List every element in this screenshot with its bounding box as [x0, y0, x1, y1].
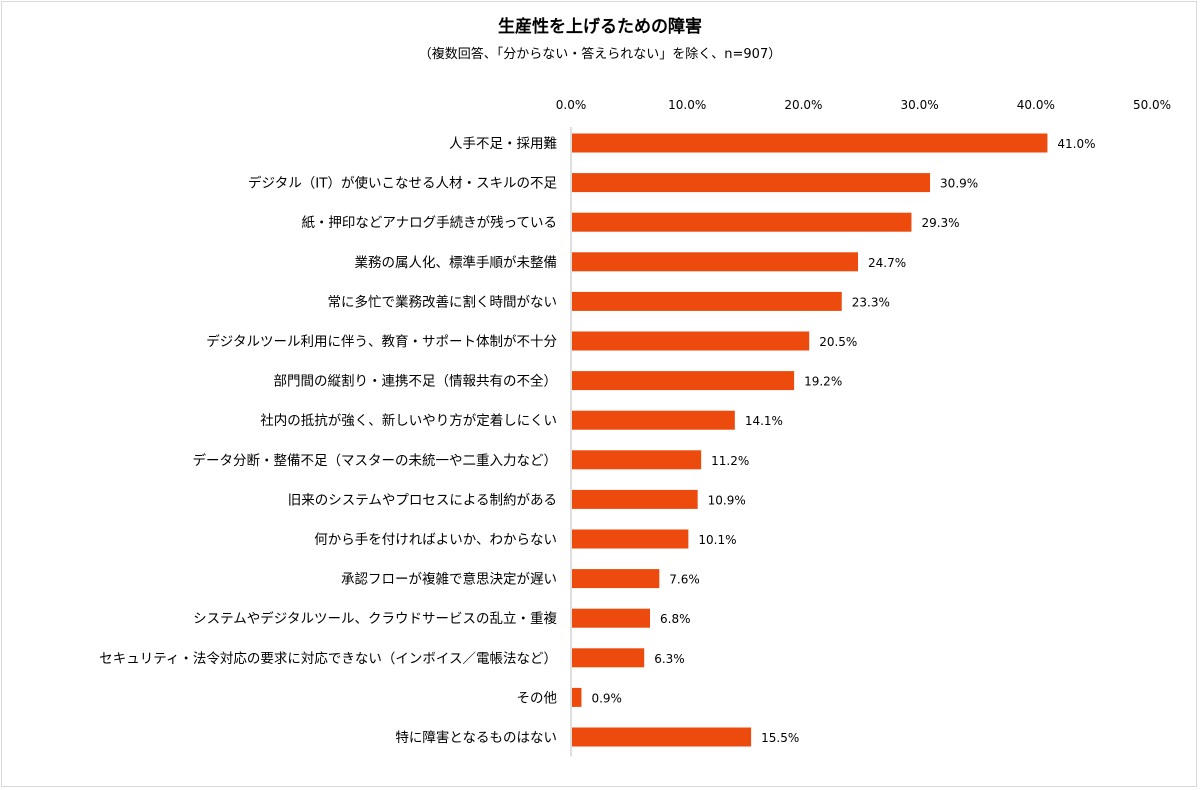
value-label: 41.0% [1057, 137, 1095, 151]
value-label: 6.8% [660, 612, 691, 626]
bar [572, 371, 795, 391]
value-label: 7.6% [669, 573, 700, 587]
category-label: 特に障害となるものはない [395, 730, 557, 746]
value-label: 30.9% [940, 177, 978, 191]
bar [572, 212, 912, 232]
category-label: 承認フローが複雑で意思決定が遅い [341, 571, 557, 588]
category-label: 人手不足・採用難 [449, 136, 557, 152]
bar [572, 687, 582, 707]
value-label: 11.2% [711, 454, 749, 468]
category-label: 部門間の縦割り・連携不足（情報共有の不全） [274, 373, 558, 390]
category-label: デジタルツール利用に伴う、教育・サポート体制が不十分 [206, 333, 557, 350]
bar [572, 252, 859, 272]
bar [572, 529, 689, 549]
bar [572, 173, 931, 193]
category-label: セキュリティ・法令対応の要求に対応できない（インボイス／電帳法など） [99, 651, 557, 667]
value-label: 14.1% [745, 414, 783, 428]
value-label: 24.7% [868, 256, 906, 270]
x-tick-label: 40.0% [1017, 98, 1055, 112]
category-label: 旧来のシステムやプロセスによる制約がある [288, 492, 557, 508]
bar [572, 727, 752, 747]
category-label: 業務の属人化、標準手順が未整備 [355, 255, 558, 271]
category-label: デジタル（IT）が使いこなせる人材・スキルの不足 [248, 175, 557, 192]
bar [572, 450, 702, 470]
bar [572, 331, 810, 351]
value-label: 15.5% [761, 731, 799, 745]
value-label: 20.5% [819, 335, 857, 349]
chart-title: 生産性を上げるための障害 [498, 17, 702, 37]
value-label: 10.1% [698, 533, 736, 547]
category-label: 社内の抵抗が強く、新しいやり方が定着しにくい [260, 412, 557, 429]
bar [572, 133, 1048, 153]
category-label: データ分断・整備不足（マスターの未統一や二重入力など） [193, 452, 558, 469]
value-label: 10.9% [708, 493, 746, 507]
bar [572, 648, 645, 668]
category-label: 常に多忙で業務改善に割く時間がない [328, 293, 558, 310]
category-label: 紙・押印などアナログ手続きが残っている [301, 215, 557, 231]
value-label: 19.2% [804, 375, 842, 389]
bar [572, 291, 842, 311]
x-tick-label: 20.0% [784, 98, 822, 112]
x-tick-label: 50.0% [1133, 98, 1171, 112]
value-label: 0.9% [591, 691, 622, 705]
bar [572, 410, 735, 430]
category-label: 何から手を付ければよいか、わからない [314, 532, 557, 548]
category-label: システムやデジタルツール、クラウドサービスの乱立・重複 [193, 610, 557, 627]
value-label: 6.3% [654, 652, 685, 666]
value-label: 29.3% [921, 216, 959, 230]
x-tick-label: 0.0% [556, 98, 587, 112]
bar [572, 569, 660, 589]
x-tick-label: 10.0% [668, 98, 706, 112]
bar [572, 608, 651, 628]
x-tick-label: 30.0% [901, 98, 939, 112]
chart-subtitle: （複数回答、「分からない・答えられない」を除く、n=907） [418, 47, 782, 62]
value-label: 23.3% [852, 295, 890, 309]
category-label: その他 [517, 690, 558, 706]
bar [572, 489, 698, 509]
